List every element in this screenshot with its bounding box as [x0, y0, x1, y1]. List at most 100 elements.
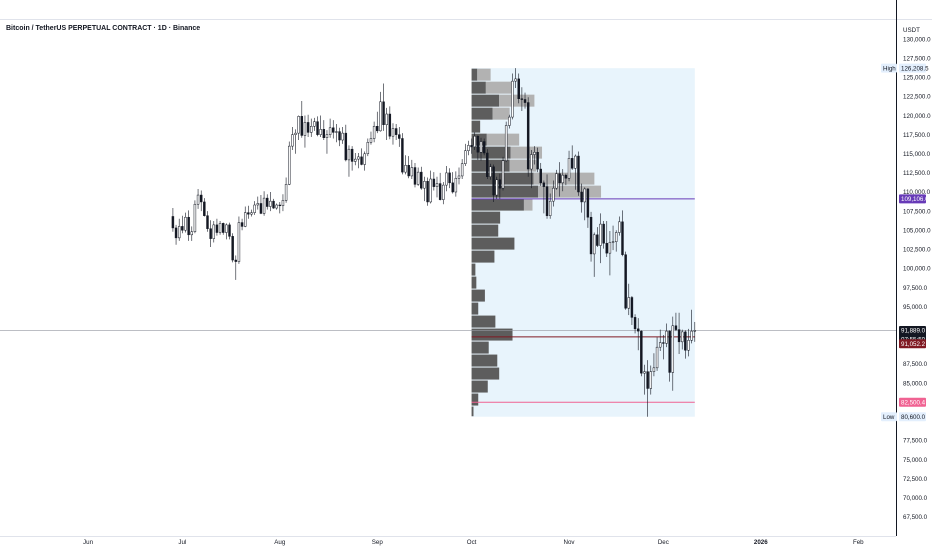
candle-body-up [435, 183, 439, 187]
profile-bar-down [509, 159, 537, 172]
candle-body-down [316, 121, 319, 135]
candle-body-up [357, 156, 360, 160]
candle-body-down [231, 236, 234, 261]
candle [555, 169, 558, 190]
candle [680, 329, 684, 350]
candle [552, 180, 555, 207]
candle [476, 135, 480, 160]
candle-body-up [391, 128, 395, 137]
candle [520, 87, 524, 111]
candle-body-up [530, 154, 533, 170]
candle [247, 205, 250, 219]
value-area-high-badge-bg [899, 194, 926, 204]
profile-bar-up [471, 315, 496, 328]
low-marker-bg [899, 412, 926, 422]
candle [605, 221, 608, 257]
value-area-low-badge-text: 82,500.4 [901, 400, 926, 407]
candle [174, 224, 178, 245]
candle-body-down [486, 152, 489, 177]
candle [354, 153, 357, 166]
candle-body-up [288, 145, 291, 185]
candle-body-up [218, 223, 222, 233]
last-price-badge-text: 91,889.0 [901, 328, 926, 335]
candle [558, 162, 561, 197]
candle-body-down [338, 131, 341, 141]
candle [306, 114, 310, 137]
candle [391, 123, 395, 145]
candle [567, 150, 571, 182]
candle [646, 360, 649, 417]
candle-body-up [599, 223, 602, 246]
profile-bar-up [471, 276, 477, 289]
profile-bar-up [471, 185, 539, 198]
candle-body-down [596, 234, 599, 246]
candle [322, 120, 326, 141]
candle [448, 168, 451, 189]
candle-body-up [328, 127, 332, 135]
profile-bar-up [471, 341, 489, 354]
candle [523, 92, 527, 109]
candle-body-up [313, 121, 316, 127]
candle [602, 221, 605, 249]
candle [177, 218, 181, 241]
profile-bar-up [471, 302, 479, 315]
candle [240, 218, 244, 231]
candle-body-up [442, 184, 445, 200]
candle-body-down [199, 194, 203, 203]
candle-body-up [190, 231, 194, 236]
candle [404, 155, 407, 175]
value-area-high-badge: 109,106.0 [899, 194, 929, 204]
candle [193, 200, 197, 234]
candle [341, 127, 344, 144]
candle [457, 167, 461, 185]
profile-bar-down [492, 107, 510, 120]
x-tick-label: Oct [467, 539, 477, 546]
profile-bar-up [471, 393, 479, 406]
candle [350, 146, 354, 171]
candle-body-up [297, 116, 300, 134]
candle-body-up [552, 187, 555, 202]
candle-body-down [640, 330, 643, 374]
candle-body-down [240, 222, 244, 227]
candle [580, 183, 583, 213]
candle [288, 141, 291, 186]
candle-body-down [360, 156, 363, 165]
candle-body-up [457, 175, 461, 179]
candle [426, 177, 429, 206]
candle [498, 173, 502, 199]
candle [658, 329, 662, 352]
candle [335, 123, 338, 143]
candle-body-up [583, 188, 586, 203]
y-tick-label: 110,000.0 [903, 189, 931, 196]
candle [196, 188, 200, 209]
candle [492, 164, 495, 202]
candle [372, 121, 376, 143]
candle [482, 138, 486, 156]
candle-body-down [476, 135, 480, 153]
time-axis[interactable]: Jun Jul Aug Sep Oct Nov Dec 2026 Feb [83, 539, 864, 546]
profile-levels [0, 198, 896, 403]
candle [297, 115, 300, 141]
candle-body-up [347, 148, 351, 161]
candle-body-down [398, 134, 401, 139]
x-tick-label: Nov [564, 539, 576, 546]
profile-bar-down [538, 185, 602, 198]
candle [401, 133, 404, 175]
candle-body-down [492, 166, 495, 196]
candle-body-down [278, 204, 282, 207]
candle [360, 148, 363, 166]
candle-body-up [473, 135, 476, 148]
candle [203, 198, 206, 217]
candle [275, 203, 278, 210]
value-area-low-badge-bg [899, 397, 926, 407]
candle-body-down [539, 168, 542, 184]
candle-body-up [262, 197, 266, 214]
candle [548, 193, 552, 219]
candle-body-up [372, 126, 376, 139]
price-axis[interactable]: 130,000.0 127,500.0 125,000.0 122,500.0 120,… [903, 36, 931, 521]
candle [357, 153, 360, 169]
candle [643, 364, 646, 395]
candle-body-up [250, 212, 253, 215]
candle [574, 154, 577, 190]
